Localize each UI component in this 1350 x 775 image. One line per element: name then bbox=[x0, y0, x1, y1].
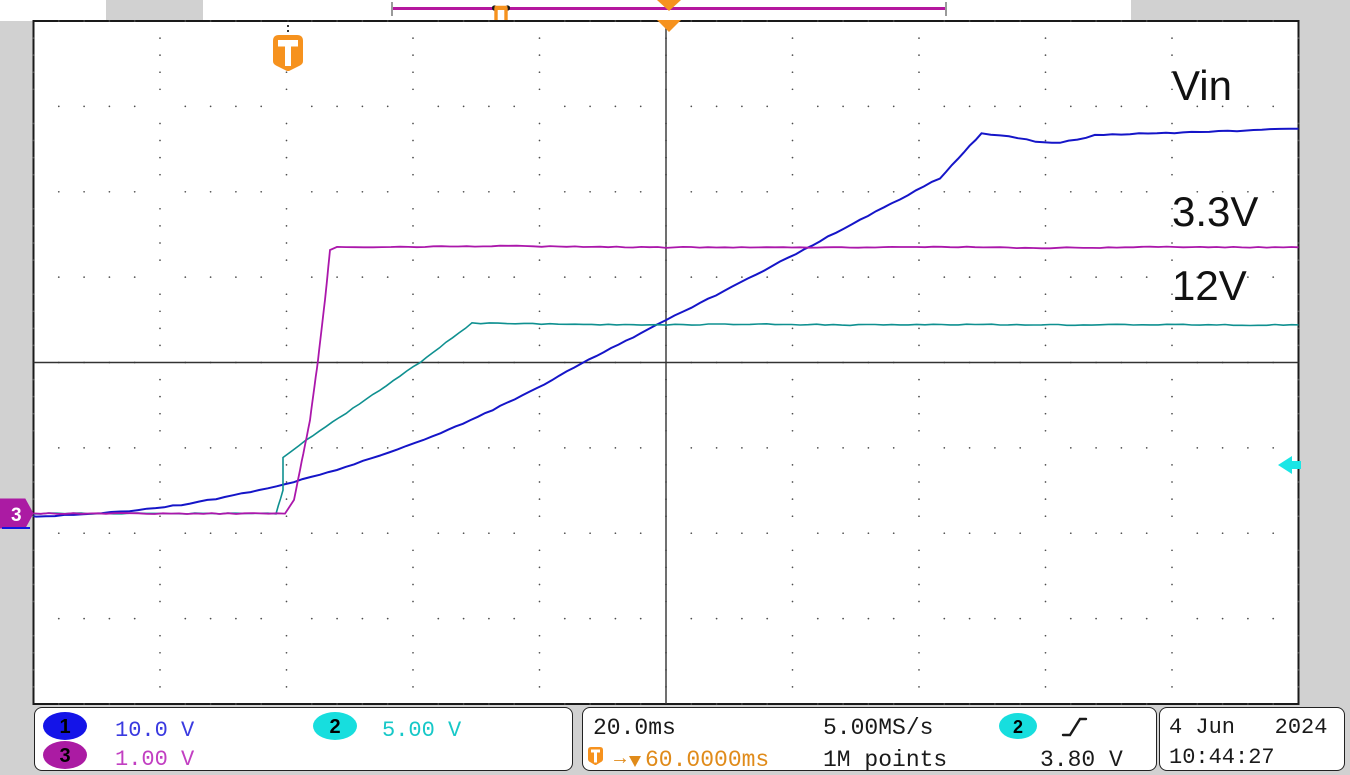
svg-text:3: 3 bbox=[59, 745, 70, 767]
svg-text:2: 2 bbox=[329, 716, 340, 738]
svg-text:3: 3 bbox=[11, 505, 22, 526]
svg-text:2: 2 bbox=[1013, 717, 1023, 737]
svg-text:1: 1 bbox=[59, 716, 70, 738]
